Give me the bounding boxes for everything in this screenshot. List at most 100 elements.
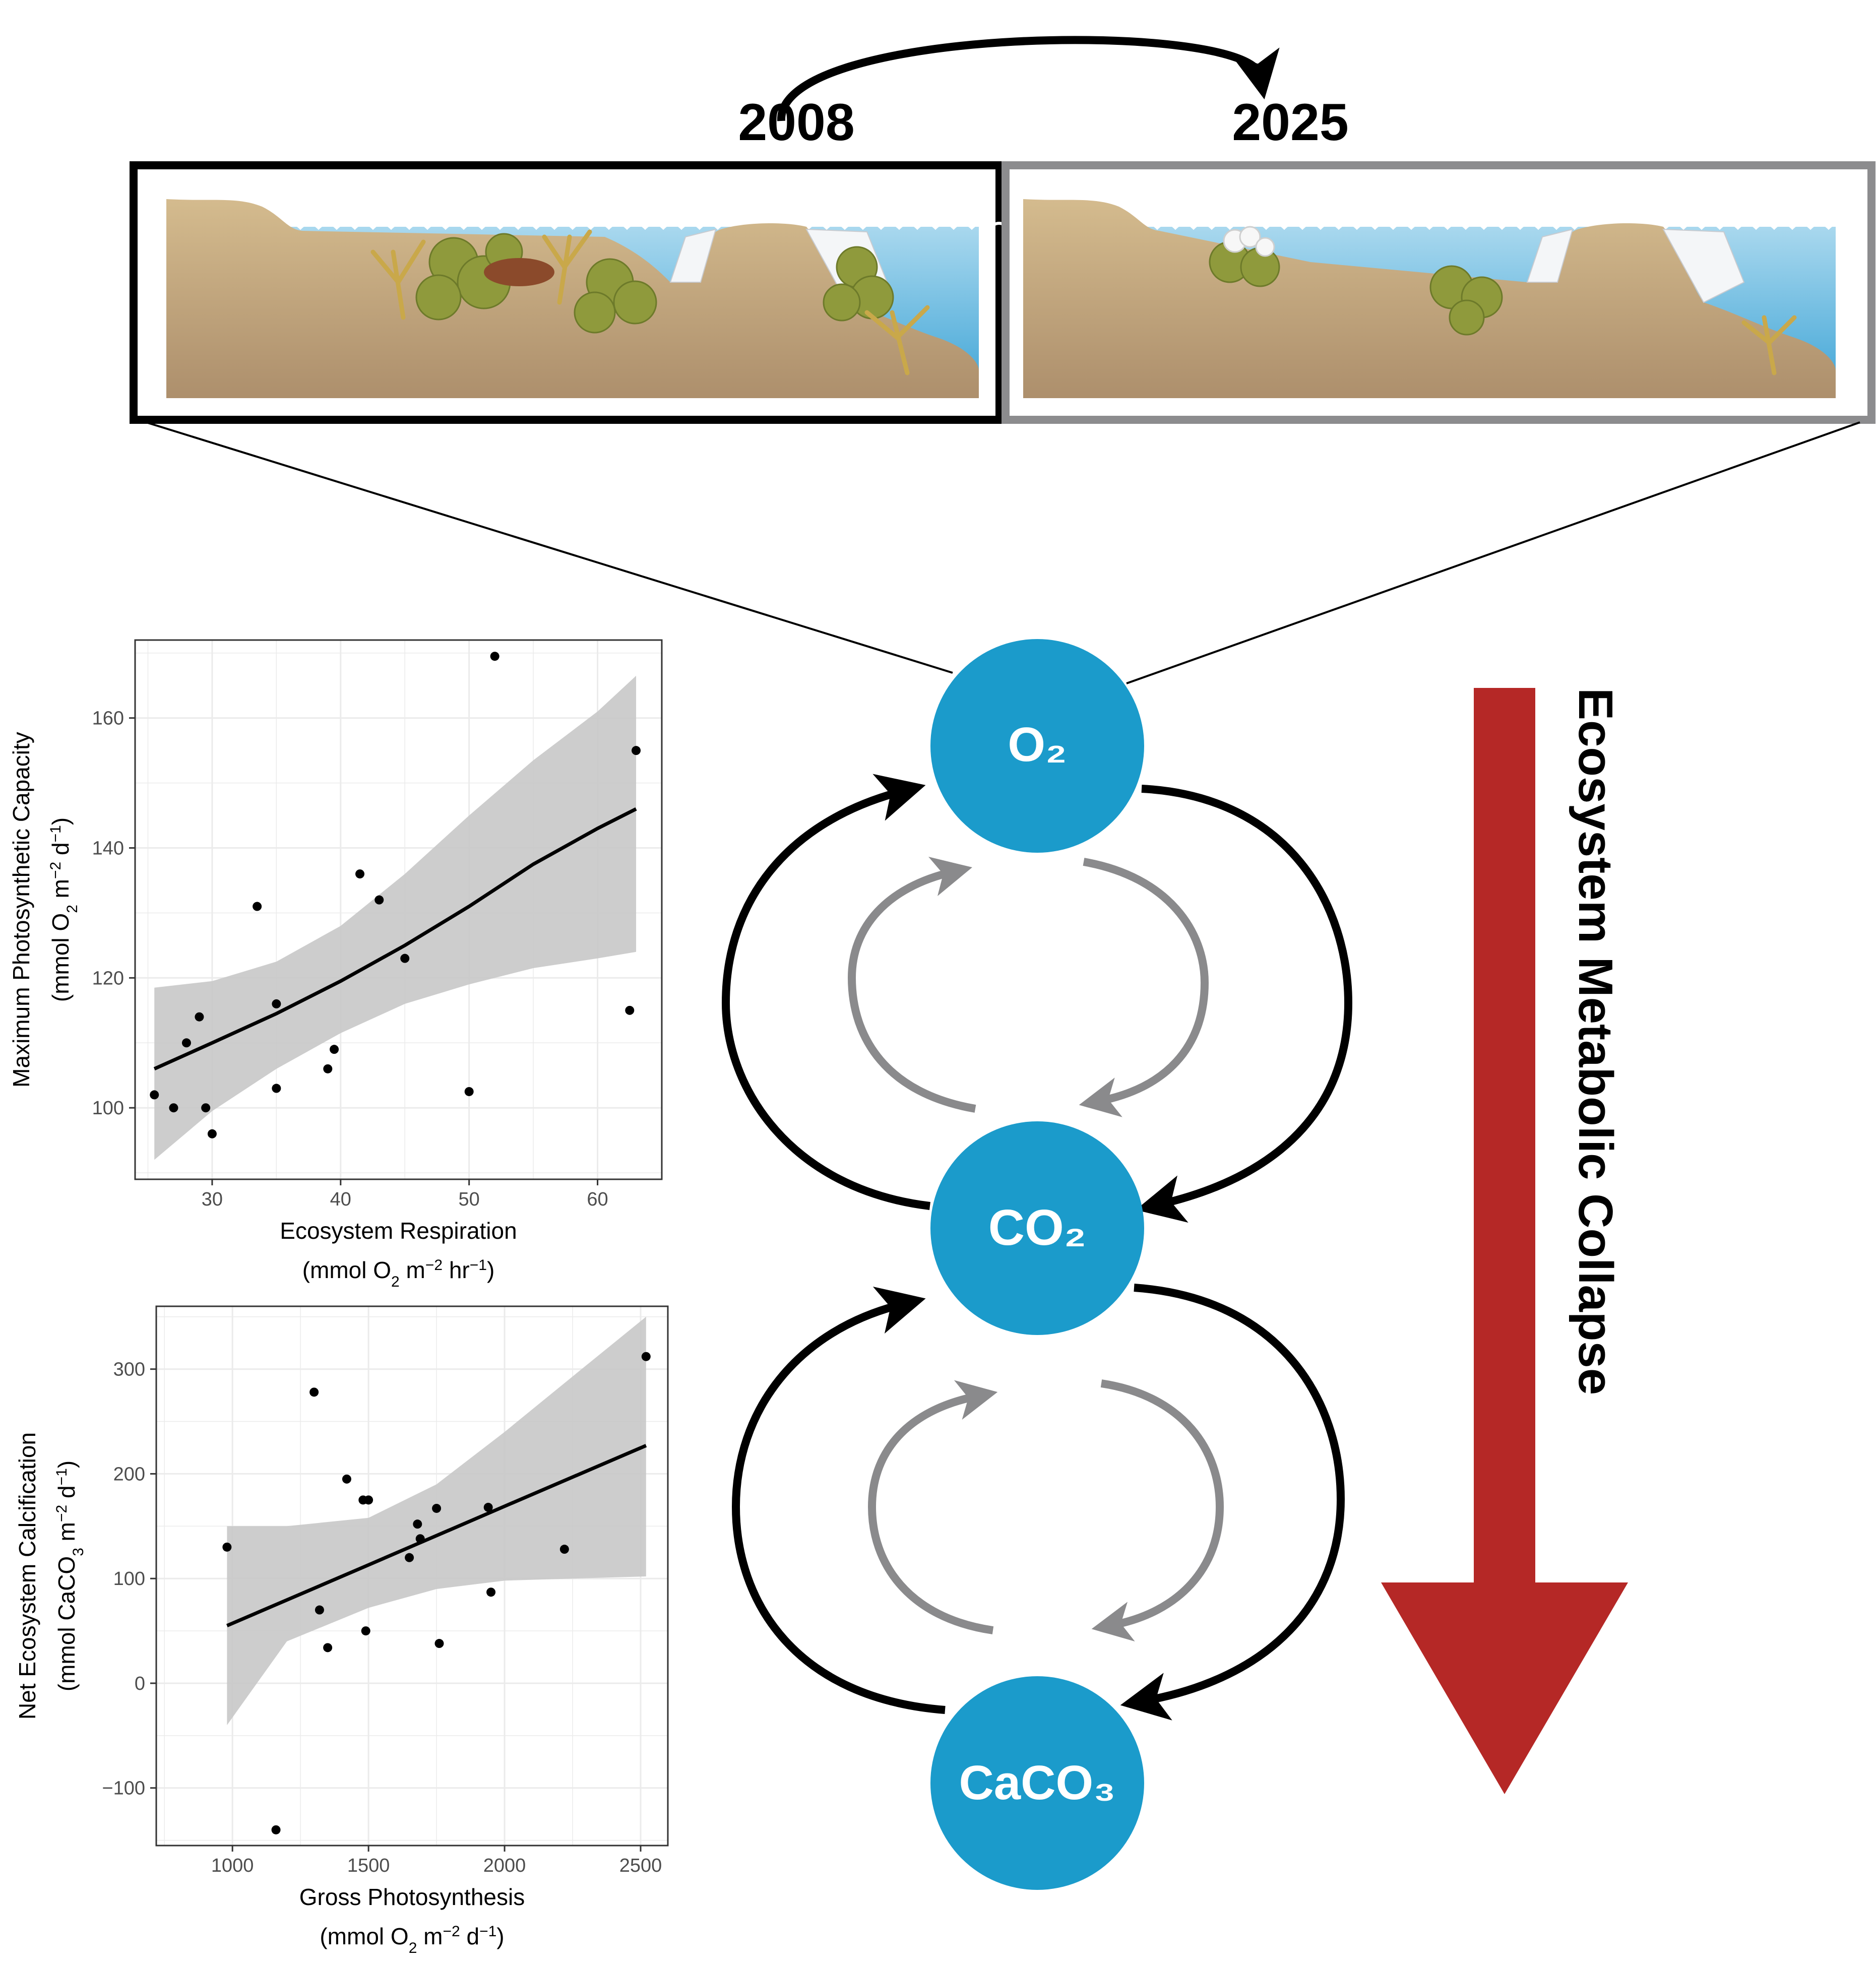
data-point <box>169 1103 178 1113</box>
node-o2-label: O₂ <box>1008 718 1067 772</box>
y-axis-units-part: −2 <box>47 862 64 879</box>
node-o2-circle <box>930 639 1144 853</box>
node-co2-label: CO₂ <box>988 1199 1086 1256</box>
y-tick-label: 140 <box>92 838 124 859</box>
branching-coral-2025 <box>1741 315 1797 375</box>
y-tick-label: −100 <box>102 1778 145 1799</box>
inner-arrow-down-1 <box>1079 858 1209 1117</box>
x-axis-units-part: m <box>400 1257 425 1283</box>
data-point <box>323 1064 333 1073</box>
node-o2: O₂ <box>930 639 1144 853</box>
x-axis-units-part: (mmol O <box>320 1923 408 1949</box>
sand-2008 <box>166 199 979 398</box>
y-axis-units: (mmol CaCO3 m−2 d−1) <box>53 1461 87 1691</box>
arrow-o2-to-co2 <box>1136 785 1353 1223</box>
fit-line <box>226 1444 647 1627</box>
net-2008 <box>669 228 717 283</box>
y-axis-units-part: (mmol O <box>47 913 74 1002</box>
data-point <box>483 1502 493 1512</box>
y-tick-label: 300 <box>113 1359 145 1380</box>
x-axis-units-part: 2 <box>409 1940 417 1956</box>
data-point <box>271 1825 281 1834</box>
data-point <box>632 746 641 755</box>
data-point <box>272 1084 281 1093</box>
year-2025-label: 2025 <box>1232 93 1348 152</box>
data-point <box>201 1103 211 1113</box>
data-point <box>342 1474 351 1484</box>
x-axis-units-part: d <box>460 1923 479 1949</box>
year-2008-label: 2008 <box>738 93 854 152</box>
x-axis-units-part: hr <box>443 1257 470 1283</box>
data-point <box>641 1352 651 1361</box>
data-point <box>434 1639 444 1648</box>
data-point <box>432 1503 442 1513</box>
x-tick-label: 60 <box>587 1189 608 1210</box>
confidence-band <box>227 1316 646 1726</box>
coral-cluster-2008-b <box>574 258 657 334</box>
data-point <box>464 1087 474 1096</box>
node-co2: CO₂ <box>930 1121 1144 1335</box>
data-point <box>364 1495 373 1505</box>
data-point <box>486 1588 496 1597</box>
inner-arrow-down-2 <box>1091 1379 1224 1642</box>
y-tick-label: 120 <box>92 968 124 989</box>
timeline: 2008 2025 <box>738 36 1349 152</box>
data-point <box>222 1542 232 1552</box>
y-axis-title: Net Ecosystem Calcification <box>14 1432 40 1720</box>
y-axis-units: (mmol O2 m−2 d−1) <box>47 817 81 1002</box>
x-tick-label: 1000 <box>211 1855 254 1876</box>
bleached-coral-2025 <box>1223 226 1275 257</box>
y-axis-title: Maximum Photosynthetic Capacity <box>8 732 34 1088</box>
fish-2008 <box>484 258 554 286</box>
data-point <box>559 1545 569 1554</box>
arrow-caco3-to-co2 <box>731 1286 946 1714</box>
y-axis-units-part: 2 <box>64 905 81 913</box>
x-tick-label: 40 <box>330 1189 351 1210</box>
y-axis-units-part: −1 <box>47 825 64 842</box>
data-point <box>405 1553 414 1562</box>
branching-coral-2008 <box>370 229 930 375</box>
y-tick-label: 0 <box>135 1673 145 1694</box>
x-axis-units-part: −2 <box>425 1257 443 1274</box>
confidence-band <box>154 675 637 1160</box>
node-caco3: CaCO₃ <box>930 1676 1144 1890</box>
x-axis-units-part: −1 <box>479 1923 496 1940</box>
y-axis-units-part: −1 <box>53 1468 70 1485</box>
chart-photosynthesis-vs-calcification: 1000 1500 2000 2500 −100 0 100 200 300 Gross Phot… <box>14 1305 669 1956</box>
data-point <box>361 1626 370 1636</box>
x-axis-units-part: −1 <box>470 1257 487 1274</box>
collapse-indicator: Ecosystem Metabolic Collapse <box>1381 688 1628 1794</box>
data-point <box>195 1012 204 1022</box>
net-2025 <box>1526 228 1574 283</box>
x-tick-label: 2500 <box>619 1855 662 1876</box>
data-point <box>490 652 499 661</box>
collapse-label: Ecosystem Metabolic Collapse <box>1569 688 1622 1395</box>
x-axis-units-part: m <box>417 1923 443 1949</box>
coral-cluster-2008-c <box>823 246 894 322</box>
y-axis-units-part: m <box>47 879 74 905</box>
y-axis-units-part: −2 <box>53 1505 70 1522</box>
data-point <box>355 869 365 879</box>
x-tick-label: 2000 <box>483 1855 526 1876</box>
inner-arrow-up-1 <box>847 857 976 1113</box>
inner-arrow-up-2 <box>867 1380 998 1634</box>
data-point <box>374 895 384 905</box>
net-2025-right <box>1662 228 1745 303</box>
data-point <box>253 902 262 911</box>
data-point <box>272 999 281 1008</box>
y-tick-label: 160 <box>92 708 124 729</box>
x-tick-label: 1500 <box>347 1855 390 1876</box>
y-tick-label: 100 <box>92 1098 124 1119</box>
y-axis-units-part: d <box>53 1485 80 1504</box>
reef-panel-2008 <box>130 161 1010 424</box>
x-axis-title: Gross Photosynthesis <box>299 1884 525 1910</box>
y-axis-units-part: ) <box>47 817 74 825</box>
reef-panel-2025 <box>1002 161 1875 424</box>
x-axis-units: (mmol O2 m−2 d−1) <box>320 1923 504 1956</box>
collapse-arrow <box>1381 688 1628 1794</box>
node-co2-circle <box>930 1121 1144 1335</box>
waves-2025 <box>1138 222 1866 230</box>
x-axis-units-part: −2 <box>443 1923 460 1940</box>
data-point <box>323 1643 333 1653</box>
